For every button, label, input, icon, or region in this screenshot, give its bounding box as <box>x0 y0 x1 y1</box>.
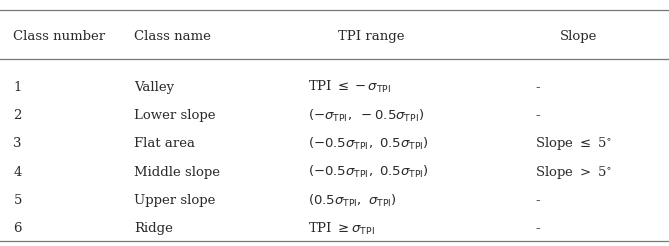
Text: 6: 6 <box>13 222 22 235</box>
Text: Class name: Class name <box>134 31 211 43</box>
Text: 5: 5 <box>13 194 22 207</box>
Text: -: - <box>535 81 540 94</box>
Text: Middle slope: Middle slope <box>134 166 220 179</box>
Text: TPI $\leq -\sigma_{\rm TPI}$: TPI $\leq -\sigma_{\rm TPI}$ <box>308 79 391 95</box>
Text: Valley: Valley <box>134 81 174 94</box>
Text: -: - <box>535 194 540 207</box>
Text: TPI range: TPI range <box>338 31 405 43</box>
Text: -: - <box>535 109 540 122</box>
Text: $(-0.5\sigma_{\rm TPI},\ 0.5\sigma_{\rm TPI})$: $(-0.5\sigma_{\rm TPI},\ 0.5\sigma_{\rm … <box>308 164 429 180</box>
Text: $(-\sigma_{\rm TPI},\ -0.5\sigma_{\rm TPI})$: $(-\sigma_{\rm TPI},\ -0.5\sigma_{\rm TP… <box>308 108 424 124</box>
Text: 2: 2 <box>13 109 22 122</box>
Text: -: - <box>535 222 540 235</box>
Text: Upper slope: Upper slope <box>134 194 215 207</box>
Text: Slope $\leq$ 5$^{\circ}$: Slope $\leq$ 5$^{\circ}$ <box>535 135 612 153</box>
Text: Class number: Class number <box>13 31 106 43</box>
Text: Slope $>$ 5$^{\circ}$: Slope $>$ 5$^{\circ}$ <box>535 164 612 181</box>
Text: 4: 4 <box>13 166 22 179</box>
Text: Flat area: Flat area <box>134 138 195 150</box>
Text: Slope: Slope <box>560 31 597 43</box>
Text: 1: 1 <box>13 81 22 94</box>
Text: $(-0.5\sigma_{\rm TPI},\ 0.5\sigma_{\rm TPI})$: $(-0.5\sigma_{\rm TPI},\ 0.5\sigma_{\rm … <box>308 136 429 152</box>
Text: Lower slope: Lower slope <box>134 109 215 122</box>
Text: $(0.5\sigma_{\rm TPI},\ \sigma_{\rm TPI})$: $(0.5\sigma_{\rm TPI},\ \sigma_{\rm TPI}… <box>308 192 397 209</box>
Text: TPI $\geq \sigma_{\rm TPI}$: TPI $\geq \sigma_{\rm TPI}$ <box>308 221 375 237</box>
Text: Ridge: Ridge <box>134 222 173 235</box>
Text: 3: 3 <box>13 138 22 150</box>
